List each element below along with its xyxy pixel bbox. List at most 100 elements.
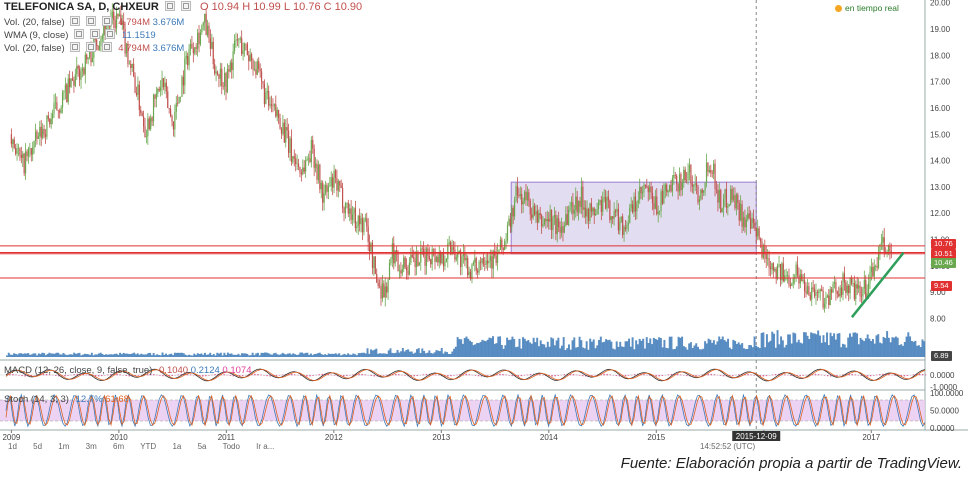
volume-bar — [541, 343, 544, 357]
macd-histogram-bar — [186, 373, 189, 376]
volume-bar — [345, 354, 348, 357]
candle-body — [491, 256, 493, 269]
candle-body — [802, 280, 804, 282]
volume-bar — [279, 354, 282, 357]
volume-bar — [304, 352, 307, 357]
candle-body — [303, 167, 305, 172]
candle-body — [713, 163, 715, 174]
volume-more-button[interactable] — [101, 16, 112, 26]
candle-body — [450, 242, 452, 254]
timeframe-all[interactable]: Todo — [222, 442, 240, 451]
volume-bar — [423, 350, 426, 357]
volume-bar — [486, 339, 489, 357]
volume-legend: Vol. (20, false) 4.794M 3.676M — [4, 16, 184, 29]
macd-histogram-bar — [557, 375, 559, 376]
volume-close-button[interactable] — [86, 16, 97, 26]
volume2-close-button[interactable] — [86, 42, 97, 52]
volume-bar — [80, 355, 83, 357]
volume-bar — [771, 331, 774, 357]
volume-bar — [283, 353, 286, 357]
volume-bar — [21, 353, 24, 357]
candle-body — [349, 208, 351, 214]
volume-bar — [267, 353, 270, 357]
macd-histogram-bar — [116, 373, 118, 376]
candle-body — [467, 258, 469, 276]
volume-bar — [562, 337, 565, 357]
timeframe-3m[interactable]: 3m — [85, 442, 97, 451]
candle-body — [221, 68, 223, 87]
timeframe-1a[interactable]: 1a — [172, 442, 182, 451]
macd-histogram-bar — [551, 375, 553, 377]
timeframe-6m[interactable]: 6m — [113, 442, 125, 451]
volume2-more-button[interactable] — [101, 42, 112, 52]
symbol-title: TELEFONICA SA, D, CHXEUR — [4, 1, 159, 13]
volume-bar — [504, 345, 507, 357]
volume-bar — [161, 352, 164, 357]
macd-histogram-bar — [802, 375, 804, 376]
volume2-settings-button[interactable] — [70, 42, 81, 52]
timeframe-ytd[interactable]: YTD — [140, 442, 157, 451]
volume-bar — [490, 338, 493, 357]
candle-body — [182, 76, 184, 86]
candle-body — [128, 63, 130, 65]
candle-body — [654, 196, 656, 209]
volume-bar — [27, 353, 30, 357]
candle-body — [168, 107, 170, 109]
candle-body — [144, 126, 146, 137]
candle-body — [208, 25, 210, 39]
price-chart[interactable]: 8.009.0010.0011.0012.0013.0014.0015.0016… — [0, 0, 968, 452]
volume-bar — [788, 334, 791, 357]
macd-histogram-bar — [486, 375, 489, 376]
symbol-settings-button[interactable] — [164, 1, 175, 11]
timeframe-5a[interactable]: 5a — [197, 442, 207, 451]
volume-bar — [458, 339, 461, 357]
candle-body — [130, 63, 132, 68]
candle-body — [188, 48, 190, 66]
volume-bar — [145, 354, 148, 357]
timeframe-1m[interactable]: 1m — [58, 442, 70, 451]
y-tick-label: 8.00 — [930, 315, 946, 324]
volume-bar — [387, 350, 390, 357]
volume-bar — [451, 351, 454, 357]
symbol-close-button[interactable] — [180, 1, 191, 11]
candle-body — [538, 213, 540, 223]
candle-body — [255, 69, 257, 75]
candle-body — [310, 139, 312, 163]
volume-settings-button[interactable] — [70, 16, 81, 26]
volume-bar — [393, 353, 396, 357]
timeframe-1d[interactable]: 1d — [8, 442, 17, 451]
candle-body — [161, 78, 163, 88]
macd-histogram-bar — [784, 374, 786, 376]
volume-bar — [545, 347, 547, 357]
candle-body — [849, 278, 851, 294]
candle-body — [438, 252, 440, 263]
macd-histogram-bar — [300, 375, 302, 376]
candle-body — [391, 243, 393, 260]
timeframe-5d[interactable]: 5d — [33, 442, 43, 451]
candle-body — [147, 118, 149, 137]
volume-bar — [87, 354, 90, 357]
candle-body — [347, 202, 349, 214]
volume-bar — [506, 337, 509, 357]
candle-body — [890, 251, 892, 253]
candle-body — [346, 202, 348, 204]
wma-settings-button[interactable] — [74, 29, 85, 39]
candle-body — [549, 210, 551, 222]
candle-body — [127, 43, 129, 64]
candle-body — [747, 213, 749, 220]
wma-close-button[interactable] — [89, 29, 100, 39]
volume-bar — [295, 354, 298, 357]
volume-bar — [318, 352, 321, 357]
macd-histogram-bar — [768, 375, 771, 376]
candle-body — [459, 250, 462, 267]
macd-histogram-bar — [140, 374, 143, 376]
chart-panel[interactable]: 8.009.0010.0011.0012.0013.0014.0015.0016… — [0, 0, 968, 452]
candle-body — [111, 11, 113, 18]
timeframe-goto[interactable]: Ir a... — [256, 442, 275, 451]
candle-body — [88, 47, 91, 58]
candle-body — [430, 259, 432, 265]
macd-histogram-bar — [370, 375, 373, 376]
candle-body — [607, 196, 610, 201]
candle-body — [840, 287, 843, 295]
wma-more-button[interactable] — [105, 29, 116, 39]
